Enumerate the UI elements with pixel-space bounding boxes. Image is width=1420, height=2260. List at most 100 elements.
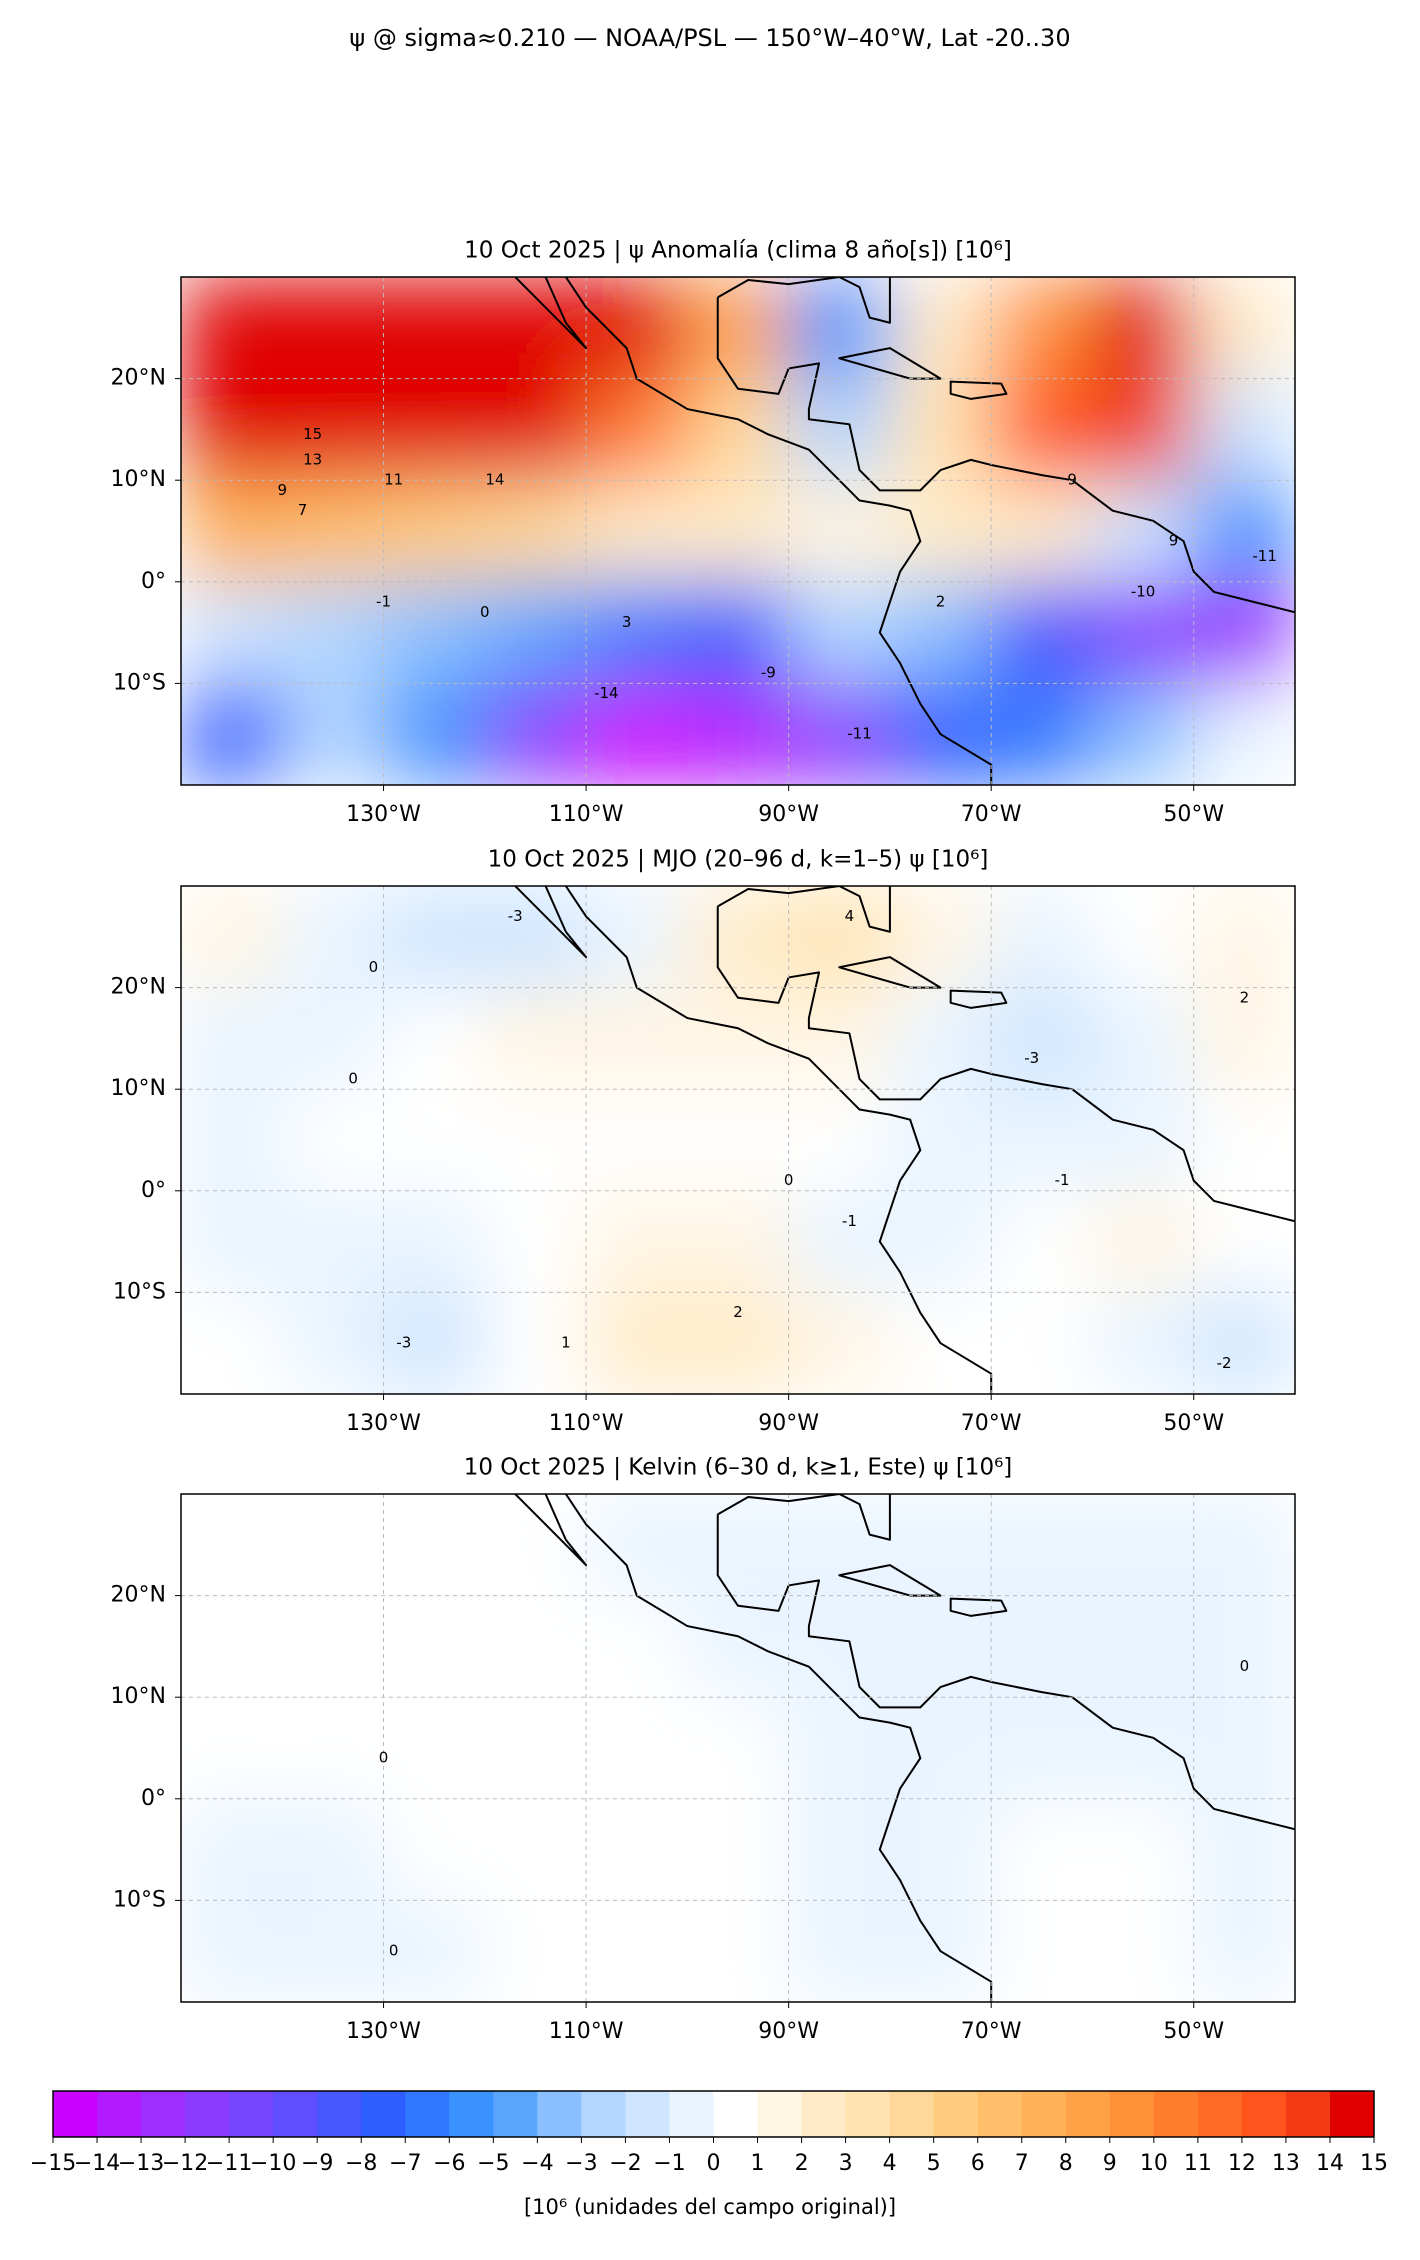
- field-cell: [1092, 1697, 1195, 1800]
- field-cell: [889, 277, 992, 380]
- field-cell: [1092, 1494, 1195, 1597]
- field-cell: [1193, 1190, 1295, 1293]
- field-cell: [1092, 987, 1195, 1090]
- field-cell: [282, 683, 385, 785]
- contour-label: 3: [622, 613, 632, 631]
- colorbar-tick-label: 0: [707, 2151, 721, 2176]
- field-cell: [484, 1089, 587, 1192]
- field-cell: [788, 886, 891, 989]
- field-cell: [181, 1798, 283, 1901]
- field-cell: [889, 886, 992, 989]
- field-cell: [586, 480, 688, 583]
- field-cell: [991, 1292, 1093, 1394]
- field-cell: [181, 480, 283, 583]
- field-cell: [788, 1697, 891, 1800]
- colorbar-bin: [1241, 2091, 1287, 2137]
- field-cell: [282, 277, 385, 380]
- field-cell: [282, 1900, 385, 2002]
- colorbar-tick-label: −14: [74, 2151, 120, 2176]
- field-cell: [181, 1595, 283, 1698]
- field-cell: [282, 1190, 385, 1293]
- colorbar-tick-label: −7: [389, 2151, 421, 2176]
- contour-label: -14: [594, 684, 619, 702]
- field-cell: [1193, 1089, 1295, 1192]
- contour-label: -3: [396, 1334, 411, 1352]
- colorbar-bin: [405, 2091, 450, 2137]
- field-cell: [687, 378, 790, 481]
- field-cell: [181, 1697, 283, 1800]
- colorbar-bin: [185, 2091, 230, 2137]
- y-tick-label: 0°: [141, 569, 166, 594]
- colorbar-tick-label: −12: [162, 2151, 208, 2176]
- field-cells: [181, 886, 1295, 1394]
- field-cell: [687, 886, 790, 989]
- x-tick-label: 130°W: [346, 2019, 421, 2044]
- y-tick-label: 10°N: [111, 467, 166, 492]
- field-cell: [991, 480, 1093, 583]
- colorbar-tick-label: 12: [1228, 2151, 1256, 2176]
- contour-label: -1: [1055, 1171, 1070, 1189]
- contour-label: -11: [847, 725, 872, 743]
- field-cell: [1193, 1595, 1295, 1698]
- colorbar-tick-label: 14: [1316, 2151, 1344, 2176]
- contour-label: -11: [1252, 547, 1277, 565]
- field-cell: [788, 1089, 891, 1192]
- field-cell: [586, 987, 688, 1090]
- colorbar-tick-label: 8: [1059, 2151, 1073, 2176]
- field-cell: [1193, 1900, 1295, 2002]
- field-cell: [383, 1089, 486, 1192]
- colorbar-bin: [97, 2091, 142, 2137]
- field-cell: [1193, 886, 1295, 989]
- y-tick-label: 0°: [141, 1178, 166, 1203]
- colorbar-bin: [361, 2091, 406, 2137]
- field: 0 0 0: [181, 1494, 1295, 2002]
- colorbar-tick-label: 5: [927, 2151, 941, 2176]
- panel-title: 10 Oct 2025 | Kelvin (6–30 d, k≥1, Este)…: [464, 1455, 1013, 1481]
- x-tick-label: 110°W: [549, 1411, 624, 1436]
- field-cell: [484, 1595, 587, 1698]
- colorbar-bin: [1021, 2091, 1067, 2137]
- contour-label: -1: [842, 1212, 857, 1230]
- colorbar-bin: [317, 2091, 362, 2137]
- x-tick-label: 70°W: [961, 802, 1022, 827]
- panel-title: 10 Oct 2025 | ψ Anomalía (clima 8 año[s]…: [464, 238, 1012, 264]
- map-frame: [180, 1493, 1296, 2003]
- field-cell: [181, 1190, 283, 1293]
- field-cell: [282, 1697, 385, 1800]
- y-tick-label: 10°N: [111, 1076, 166, 1101]
- colorbar-tick-label: −10: [250, 2151, 296, 2176]
- field-cells: [181, 1494, 1295, 2002]
- field-cell: [1092, 1595, 1195, 1698]
- figure-title: ψ @ sigma≈0.210 — NOAA/PSL — 150°W–40°W,…: [349, 24, 1070, 52]
- colorbar-bin: [1065, 2091, 1111, 2137]
- field-cell: [383, 1494, 486, 1597]
- colorbar-bin: [1285, 2091, 1331, 2137]
- field-cell: [687, 1798, 790, 1901]
- contour-label: -3: [1024, 1049, 1039, 1067]
- map-frame: [180, 276, 1296, 786]
- field-cell: [484, 1697, 587, 1800]
- x-tick-label: 90°W: [758, 1411, 819, 1436]
- colorbar-bin: [493, 2091, 538, 2137]
- colorbar-bin: [801, 2091, 847, 2137]
- colorbar-bin: [889, 2091, 935, 2137]
- field-cell: [586, 1595, 688, 1698]
- colorbar-bin: [1329, 2091, 1375, 2137]
- field-cell: [1092, 1292, 1195, 1394]
- field-cell: [1193, 1798, 1295, 1901]
- field-cell: [484, 480, 587, 583]
- field-cell: [1193, 378, 1295, 481]
- contour-label: -9: [761, 664, 776, 682]
- colorbar-tick-label: 7: [1015, 2151, 1029, 2176]
- colorbar-tick-label: −8: [345, 2151, 377, 2176]
- field-cell: [1092, 1089, 1195, 1192]
- field-cell: [586, 1900, 688, 2002]
- colorbar-bin: [1153, 2091, 1199, 2137]
- contour-label: 7: [298, 501, 308, 519]
- field-cell: [1092, 581, 1195, 684]
- field-cell: [586, 1697, 688, 1800]
- y-tick-label: 10°S: [113, 1887, 166, 1912]
- field-cell: [586, 683, 688, 785]
- field-cell: [687, 1190, 790, 1293]
